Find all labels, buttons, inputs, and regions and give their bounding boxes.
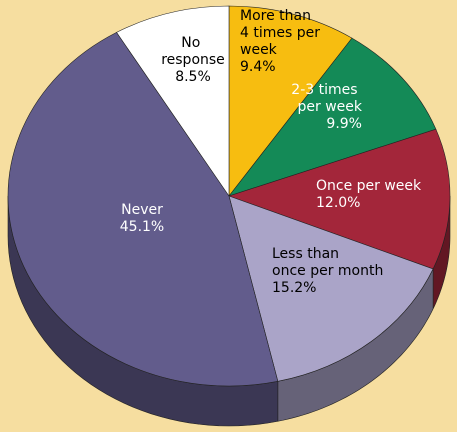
slice-value-label: 9.4%: [240, 59, 276, 75]
pie-slice: [7, 32, 279, 387]
pie-slice: [228, 128, 451, 270]
slice-label: Never: [121, 202, 163, 218]
slice-label: More than 4 times per week: [240, 8, 324, 58]
slice-label: Less than once per month: [272, 246, 383, 279]
slice-value-label: 15.2%: [272, 280, 316, 296]
slice-value-label: 45.1%: [120, 219, 164, 235]
slice-label: Once per week: [316, 178, 422, 194]
slice-label: 2-3 times per week: [291, 82, 363, 115]
pie-slice: [228, 5, 353, 197]
pie-slice: [228, 195, 434, 382]
pie-slice: [228, 37, 437, 197]
slice-value-label: 8.5%: [175, 69, 211, 85]
pie-slice: [116, 5, 230, 197]
slice-value-label: 12.0%: [316, 195, 360, 211]
slice-value-label: 9.9%: [326, 116, 362, 132]
slice-label: No response: [161, 35, 225, 68]
